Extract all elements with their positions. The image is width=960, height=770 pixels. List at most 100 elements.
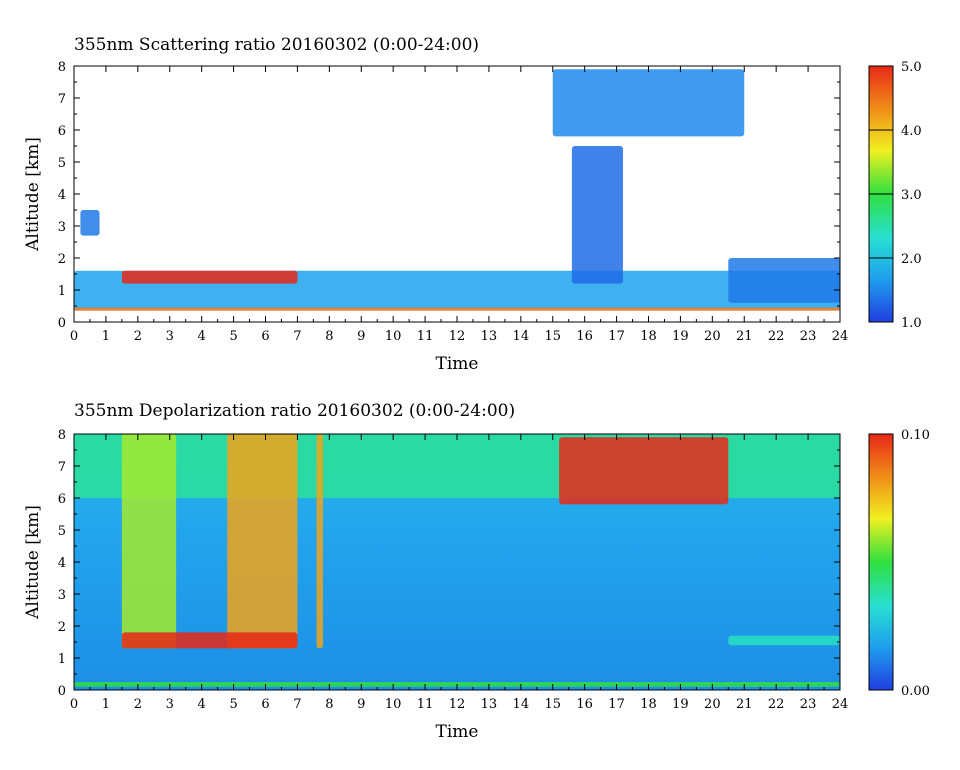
x-tick-label: 11 <box>417 697 434 712</box>
heatmap-feature <box>121 632 298 649</box>
heatmap-layer <box>74 434 840 690</box>
y-axis-title: Altitude [km] <box>23 505 43 620</box>
x-tick-label: 8 <box>325 697 333 712</box>
panel-scattering-ratio: 355nm Scattering ratio 20160302 (0:00-24… <box>23 35 922 374</box>
x-tick-label: 3 <box>166 329 174 344</box>
x-tick-label: 1 <box>102 697 110 712</box>
y-tick-label: 0 <box>58 684 66 699</box>
heatmap-feature <box>121 270 298 284</box>
y-tick-label: 1 <box>58 652 66 667</box>
heatmap-feature <box>74 307 840 311</box>
y-tick-label: 8 <box>58 428 66 443</box>
y-tick-label: 8 <box>58 60 66 75</box>
colorbar-tick-label: 4.0 <box>901 124 922 139</box>
x-axis-title: Time <box>436 354 479 374</box>
x-tick-label: 23 <box>800 329 817 344</box>
x-tick-label: 9 <box>357 697 365 712</box>
x-tick-label: 20 <box>704 697 721 712</box>
x-tick-label: 6 <box>261 329 269 344</box>
colorbar-tick-label: 2.0 <box>901 252 922 267</box>
x-tick-label: 10 <box>385 329 402 344</box>
x-tick-label: 13 <box>481 329 498 344</box>
chart-title: 355nm Scattering ratio 20160302 (0:00-24… <box>74 35 479 55</box>
x-tick-label: 12 <box>449 697 466 712</box>
y-axis-title: Altitude [km] <box>23 137 43 252</box>
y-tick-label: 6 <box>58 124 66 139</box>
y-tick-label: 0 <box>58 316 66 331</box>
y-tick-label: 1 <box>58 284 66 299</box>
x-tick-label: 18 <box>640 697 657 712</box>
colorbar: 0.00 0.10 <box>868 428 930 699</box>
x-tick-label: 22 <box>768 329 785 344</box>
chart-title: 355nm Depolarization ratio 20160302 (0:0… <box>74 401 515 421</box>
x-tick-label: 7 <box>293 329 301 344</box>
x-tick-label: 15 <box>544 697 561 712</box>
y-tick-label: 7 <box>58 460 66 475</box>
colorbar-tick-label: 3.0 <box>901 188 922 203</box>
x-tick-label: 19 <box>672 697 689 712</box>
heatmap-feature <box>121 434 177 649</box>
x-axis: 0 1 2 3 4 5 6 7 8 9 10 11 12 13 14 15 16 17 18 19 20 21 22 23 24 <box>70 434 848 712</box>
heatmap-layer <box>74 66 840 322</box>
y-tick-label: 3 <box>58 588 66 603</box>
x-tick-label: 19 <box>672 329 689 344</box>
x-tick-label: 13 <box>481 697 498 712</box>
y-tick-label: 5 <box>58 524 66 539</box>
x-tick-label: 17 <box>608 329 625 344</box>
x-tick-label: 6 <box>261 697 269 712</box>
x-tick-label: 10 <box>385 697 402 712</box>
x-tick-label: 0 <box>70 697 78 712</box>
y-axis: 0 1 2 3 4 5 6 7 8 <box>58 428 840 699</box>
x-tick-label: 5 <box>229 697 237 712</box>
x-tick-label: 2 <box>134 697 142 712</box>
x-tick-label: 1 <box>102 329 110 344</box>
x-tick-label: 20 <box>704 329 721 344</box>
y-tick-label: 6 <box>58 492 66 507</box>
colorbar-tick-label: 5.0 <box>901 60 922 75</box>
x-tick-label: 7 <box>293 697 301 712</box>
x-tick-label: 14 <box>513 329 530 344</box>
heatmap-feature <box>728 635 840 646</box>
x-tick-label: 16 <box>576 329 593 344</box>
x-axis-title: Time <box>436 722 479 742</box>
x-tick-label: 4 <box>198 697 206 712</box>
x-tick-label: 3 <box>166 697 174 712</box>
y-axis: 0 1 2 3 4 5 6 7 8 <box>58 60 840 331</box>
colorbar: 1.0 2.0 3.0 4.0 5.0 <box>868 60 922 331</box>
heatmap-feature <box>80 210 100 236</box>
heatmap-feature <box>227 434 298 649</box>
x-tick-label: 11 <box>417 329 434 344</box>
x-tick-label: 21 <box>736 329 753 344</box>
y-tick-label: 2 <box>58 620 66 635</box>
x-tick-label: 9 <box>357 329 365 344</box>
heatmap-feature <box>728 258 840 303</box>
heatmap-feature <box>559 437 729 505</box>
colorbar-tick-label: 1.0 <box>901 316 922 331</box>
x-tick-label: 23 <box>800 697 817 712</box>
x-tick-label: 24 <box>832 329 849 344</box>
y-tick-label: 4 <box>58 556 66 571</box>
x-tick-label: 21 <box>736 697 753 712</box>
colorbar-ramp <box>868 433 894 691</box>
x-tick-label: 4 <box>198 329 206 344</box>
colorbar-tick-label: 0.10 <box>901 428 930 443</box>
heatmap-feature <box>316 434 323 649</box>
x-tick-label: 17 <box>608 697 625 712</box>
x-tick-label: 2 <box>134 329 142 344</box>
x-tick-label: 15 <box>544 329 561 344</box>
y-tick-label: 7 <box>58 92 66 107</box>
y-tick-label: 4 <box>58 188 66 203</box>
y-tick-label: 2 <box>58 252 66 267</box>
x-tick-label: 14 <box>513 697 530 712</box>
panel-depolarization-ratio: 355nm Depolarization ratio 20160302 (0:0… <box>23 401 930 742</box>
heatmap-feature <box>552 69 745 137</box>
y-tick-label: 3 <box>58 220 66 235</box>
y-tick-label: 5 <box>58 156 66 171</box>
colorbar-tick-label: 0.00 <box>901 684 930 699</box>
x-tick-label: 5 <box>229 329 237 344</box>
x-tick-label: 18 <box>640 329 657 344</box>
x-tick-label: 12 <box>449 329 466 344</box>
x-tick-label: 8 <box>325 329 333 344</box>
x-tick-label: 24 <box>832 697 849 712</box>
